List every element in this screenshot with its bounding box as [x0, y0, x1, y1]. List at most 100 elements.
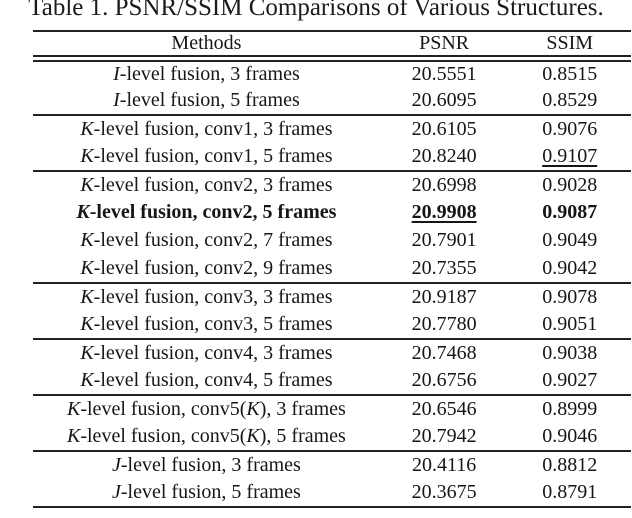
method-variable: K	[80, 229, 94, 251]
psnr-value: 20.8240	[411, 144, 477, 167]
psnr-cell: 20.8240	[380, 143, 509, 171]
psnr-cell: 20.7468	[379, 337, 509, 367]
ssim-cell: 0.9038	[508, 337, 631, 367]
psnr-value: 20.3675	[411, 480, 477, 503]
ssim-value: 0.9078	[542, 285, 598, 308]
psnr-cell: 20.6756	[380, 367, 509, 395]
psnr-cell: 20.5551	[380, 59, 509, 87]
method-variable: K	[80, 173, 94, 196]
table-row: K-level fusion, conv2, 9 frames 20.7355 …	[33, 255, 631, 283]
ssim-value: 0.8791	[542, 480, 598, 503]
table-row: I-level fusion, 5 frames 20.6095 0.8529	[33, 87, 631, 115]
psnr-cell: 20.7942	[380, 423, 509, 451]
ssim-cell: 0.9042	[508, 255, 631, 283]
results-table: Methods PSNR SSIM I-level fusion, 3 fram…	[33, 30, 631, 508]
method-variable: K	[80, 368, 94, 391]
psnr-cell: 20.3675	[380, 479, 509, 507]
method-variable: I	[113, 62, 120, 85]
psnr-cell: 20.9187	[379, 281, 509, 311]
method-text: -level fusion, 3 frames	[120, 453, 301, 476]
ssim-value: 0.8812	[542, 453, 598, 476]
psnr-cell: 20.7780	[380, 311, 509, 339]
method-text: -level fusion, conv4, 5 frames	[93, 368, 333, 391]
method-text: -level fusion, 5 frames	[120, 480, 301, 503]
ssim-value: 0.9027	[542, 368, 598, 391]
method-cell: K-level fusion, conv3, 5 frames	[33, 311, 380, 339]
method-cell: K-level fusion, conv2, 3 frames	[33, 169, 380, 199]
psnr-value: 20.7901	[411, 229, 477, 251]
method-variable: J	[112, 480, 121, 503]
method-text: ), 3 frames	[259, 397, 346, 420]
method-text: -level fusion, conv5(	[80, 397, 247, 420]
ssim-cell: 0.9027	[508, 367, 631, 395]
ssim-cell: 0.8812	[508, 449, 631, 479]
psnr-cell: 20.7901	[380, 227, 509, 255]
method-variable: J	[112, 453, 121, 476]
method-variable: K	[246, 424, 260, 447]
method-variable: K	[67, 424, 81, 447]
psnr-value: 20.9908	[411, 201, 477, 223]
method-cell: I-level fusion, 3 frames	[33, 59, 380, 87]
method-variable: K	[80, 312, 94, 335]
method-variable: K	[80, 285, 94, 308]
method-cell: K-level fusion, conv1, 3 frames	[33, 113, 380, 143]
method-cell: K-level fusion, conv4, 3 frames	[33, 337, 380, 367]
ssim-cell: 0.9078	[508, 281, 631, 311]
method-cell: I-level fusion, 5 frames	[33, 87, 380, 115]
method-cell: K-level fusion, conv2, 7 frames	[33, 227, 380, 255]
ssim-value: 0.9028	[542, 173, 598, 196]
table-caption: Table 1. PSNR/SSIM Comparisons of Variou…	[28, 0, 604, 21]
method-cell: J-level fusion, 3 frames	[33, 449, 380, 479]
ssim-cell: 0.9076	[508, 113, 631, 143]
table-row: K-level fusion, conv1, 5 frames 20.8240 …	[33, 143, 631, 171]
method-text: -level fusion, conv3, 3 frames	[93, 285, 333, 308]
table-row: K-level fusion, conv3, 5 frames 20.7780 …	[33, 311, 631, 339]
psnr-value: 20.7468	[411, 341, 477, 364]
ssim-value: 0.8515	[542, 62, 598, 85]
psnr-cell: 20.4116	[379, 449, 509, 479]
ssim-cell: 0.9028	[508, 169, 631, 199]
table-row: J-level fusion, 5 frames 20.3675 0.8791	[33, 479, 631, 507]
psnr-value: 20.4116	[411, 453, 477, 476]
ssim-value: 0.8999	[542, 397, 598, 420]
method-text: -level fusion, 3 frames	[119, 62, 300, 85]
method-cell: K-level fusion, conv2, 9 frames	[33, 255, 380, 283]
ssim-value: 0.8529	[542, 88, 598, 111]
method-cell: J-level fusion, 5 frames	[33, 479, 380, 507]
method-variable: K	[80, 341, 94, 364]
method-text: -level fusion, conv5(	[80, 424, 247, 447]
psnr-cell: 20.6998	[379, 169, 509, 199]
table-row: K-level fusion, conv2, 7 frames 20.7901 …	[33, 227, 631, 255]
method-text: -level fusion, conv1, 5 frames	[93, 144, 333, 167]
method-variable: K	[80, 117, 94, 140]
psnr-cell: 20.7355	[380, 255, 509, 283]
psnr-value: 20.7355	[411, 256, 477, 279]
method-variable: K	[76, 201, 90, 223]
ssim-cell: 0.8791	[508, 479, 631, 507]
psnr-value: 20.6756	[411, 368, 477, 391]
psnr-value: 20.5551	[411, 62, 477, 85]
ssim-value: 0.9051	[542, 312, 598, 335]
psnr-value: 20.6095	[411, 88, 477, 111]
ssim-cell: 0.9046	[508, 423, 631, 451]
ssim-cell: 0.9087	[508, 199, 631, 227]
psnr-value: 20.6105	[411, 117, 477, 140]
method-text: ), 5 frames	[259, 424, 346, 447]
ssim-value: 0.9049	[542, 229, 598, 251]
ssim-cell: 0.8529	[508, 87, 631, 115]
table-row: K-level fusion, conv5(K), 5 frames 20.79…	[33, 423, 631, 451]
ssim-cell: 0.9051	[508, 311, 631, 339]
table-row: J-level fusion, 3 frames 20.4116 0.8812	[33, 449, 631, 479]
header-psnr: PSNR	[379, 31, 509, 62]
psnr-cell: 20.6546	[379, 393, 509, 423]
psnr-cell: 20.9908	[380, 199, 509, 227]
results-tbody: I-level fusion, 3 frames 20.5551 0.8515 …	[33, 59, 631, 507]
ssim-cell: 0.9107	[508, 143, 631, 171]
method-text: -level fusion, 5 frames	[119, 88, 300, 111]
method-text: -level fusion, conv1, 3 frames	[93, 117, 333, 140]
table-row: K-level fusion, conv2, 5 frames 20.9908 …	[33, 199, 631, 227]
method-cell: K-level fusion, conv1, 5 frames	[33, 143, 380, 171]
table-row: K-level fusion, conv1, 3 frames 20.6105 …	[33, 113, 631, 143]
method-text: -level fusion, conv3, 5 frames	[93, 312, 333, 335]
